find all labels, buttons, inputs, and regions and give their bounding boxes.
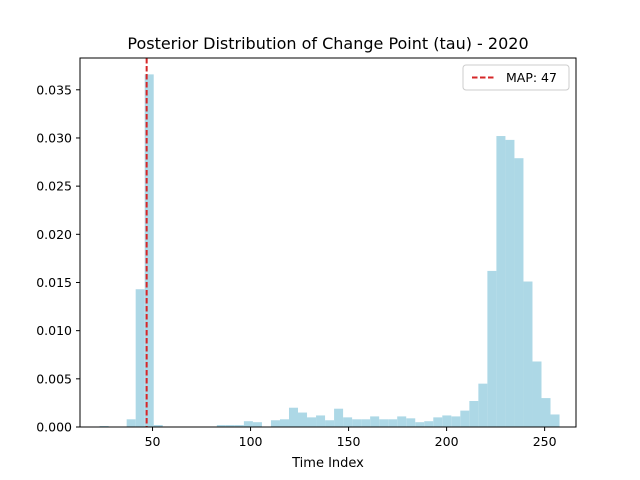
histogram-bar (397, 416, 407, 427)
histogram-bar (325, 420, 335, 427)
x-axis-label: Time Index (291, 456, 364, 471)
histogram-bar (388, 419, 398, 427)
x-tick-label: 50 (145, 434, 161, 449)
histogram-bar (370, 416, 380, 427)
histogram-bar (153, 425, 163, 427)
histogram-bar (234, 425, 244, 427)
histogram-bar (541, 398, 551, 427)
histogram-bar (451, 416, 461, 427)
histogram-bar (334, 408, 344, 427)
histogram-bar (252, 422, 262, 427)
histogram-bar (343, 417, 353, 427)
histogram-bar (523, 281, 533, 427)
histogram-bar (288, 407, 299, 427)
y-tick-label: 0.000 (36, 420, 72, 435)
histogram-bar (415, 422, 425, 427)
histogram-bar (243, 421, 253, 427)
axes: 50 100 150 200 250 0.000 0.005 0.010 0.015 0.020 0… (36, 57, 577, 449)
y-tick-label: 0.025 (36, 179, 72, 194)
x-tick-label: 200 (435, 434, 459, 449)
histogram-bar (442, 415, 452, 427)
histogram-bar (469, 400, 479, 427)
legend: MAP: 47 (462, 64, 570, 91)
legend-label: MAP: 47 (506, 70, 557, 85)
y-tick-label: 0.005 (36, 371, 72, 386)
y-tick-label: 0.030 (36, 130, 72, 145)
histogram-bar (216, 425, 226, 427)
y-tick-label: 0.035 (36, 82, 72, 97)
histogram-bar (505, 139, 515, 427)
histogram-bar (270, 420, 280, 427)
histogram-bar (424, 421, 434, 427)
histogram-bar (379, 419, 389, 427)
x-tick-label: 150 (337, 434, 361, 449)
histogram-bar (225, 425, 235, 427)
histogram-bar (487, 270, 497, 427)
histogram-bar (126, 419, 136, 427)
histogram-bars (99, 74, 560, 428)
histogram-bar (135, 289, 145, 427)
y-tick-label: 0.020 (36, 227, 72, 242)
legend-box (462, 64, 570, 91)
histogram-bar (352, 419, 362, 427)
histogram-bar (307, 417, 317, 427)
histogram-bar (144, 74, 154, 427)
histogram-bar (361, 419, 371, 427)
histogram-bar (316, 415, 326, 427)
histogram-bar (496, 136, 506, 427)
histogram-bar (298, 412, 308, 427)
y-tick-label: 0.015 (36, 275, 72, 290)
x-tick-label: 100 (239, 434, 263, 449)
histogram-bar (406, 418, 416, 427)
histogram-bar (514, 158, 524, 428)
chart-title: Posterior Distribution of Change Point (… (127, 34, 528, 53)
histogram-bar (478, 383, 488, 427)
histogram-bar (279, 419, 289, 427)
histogram-bar (460, 410, 470, 427)
x-tick-label: 250 (533, 434, 557, 449)
histogram-bar (550, 414, 560, 427)
plot-frame (79, 57, 577, 428)
y-tick-label: 0.010 (36, 323, 72, 338)
histogram-bar (532, 361, 542, 427)
histogram-bar (433, 417, 443, 427)
